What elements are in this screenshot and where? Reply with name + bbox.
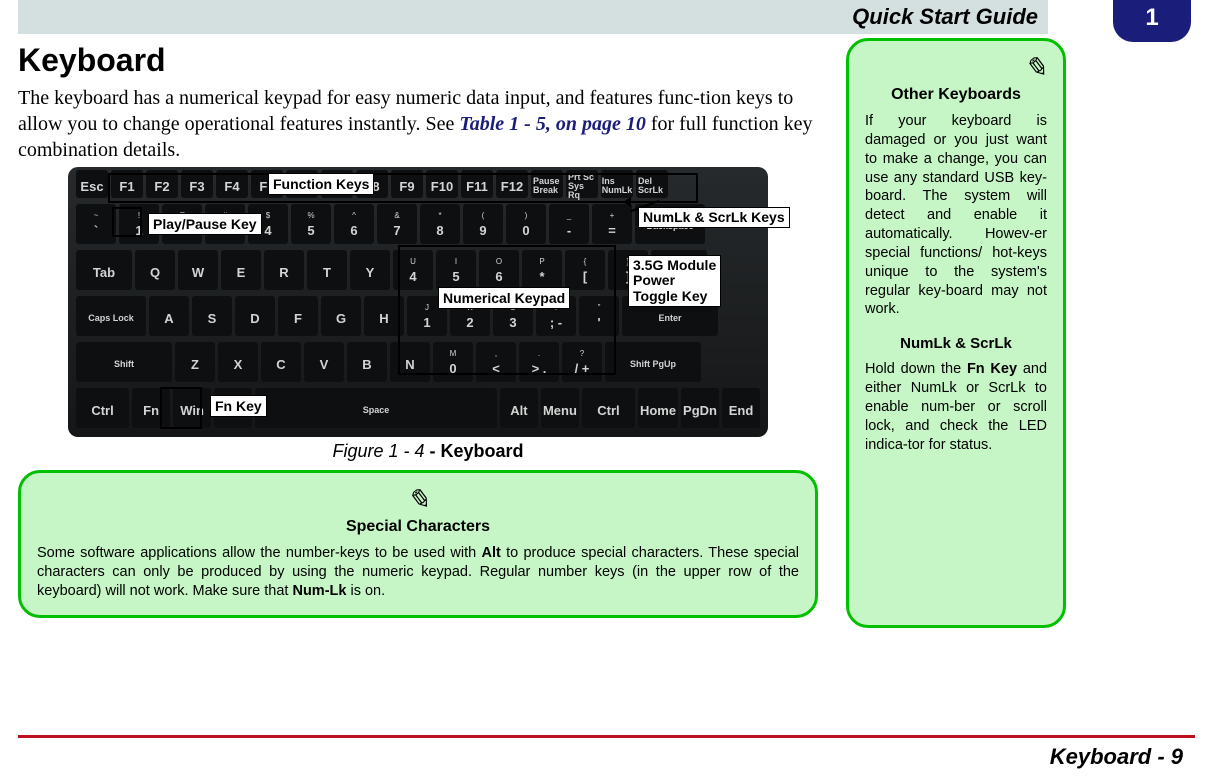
keyboard-key: Z	[175, 342, 215, 382]
keyboard-key: Space	[255, 388, 497, 428]
fn-key-label: Fn Key	[210, 395, 267, 417]
keyboard-key: E	[221, 250, 261, 290]
chapter-tab: 1	[1113, 0, 1191, 42]
keyboard-key: S	[192, 296, 232, 336]
keyboard-key: X	[218, 342, 258, 382]
footer-rule	[18, 735, 1195, 738]
keyboard-key: Tab	[76, 250, 132, 290]
sidebar-callout: ✎ Other Keyboards If your keyboard is da…	[846, 38, 1066, 628]
keyboard-key: &7	[377, 204, 417, 244]
keyboard-key: Home	[638, 388, 678, 428]
keyboard-figure: EscF1F2F3F4F5F6F7F8F9F10F11F12Pause Brea…	[68, 167, 768, 437]
function-keys-label: Function Keys	[268, 173, 374, 195]
numlk-scrlk-label: NumLk & ScrLk Keys	[638, 207, 790, 228]
keyboard-key: %5	[291, 204, 331, 244]
page-title: Keyboard	[18, 42, 838, 79]
figure-title: - Keyboard	[425, 441, 524, 461]
numerical-keypad-label: Numerical Keypad	[438, 287, 570, 309]
other-keyboards-title: Other Keyboards	[865, 86, 1047, 104]
keyboard-key: R	[264, 250, 304, 290]
figure-caption: Figure 1 - 4 - Keyboard	[18, 441, 838, 462]
keyboard-key: V	[304, 342, 344, 382]
pencil-icon: ✎	[37, 483, 799, 516]
keyboard-key: )0	[506, 204, 546, 244]
fn-key-box	[160, 387, 202, 429]
other-keyboards-body: If your keyboard is damaged or you just …	[865, 112, 1047, 319]
keyboard-key: Ctrl	[76, 388, 129, 428]
keyboard-key: _-	[549, 204, 589, 244]
keyboard-key: G	[321, 296, 361, 336]
keyboard-key: *8	[420, 204, 460, 244]
keyboard-key: Menu	[541, 388, 579, 428]
footer-text: Keyboard - 9	[1050, 744, 1183, 770]
keyboard-key: C	[261, 342, 301, 382]
keyboard-key: +=	[592, 204, 632, 244]
keyboard-key: Y	[350, 250, 390, 290]
keyboard-key: W	[178, 250, 218, 290]
numlk-scrlk-title: NumLk & ScrLk	[865, 335, 1047, 352]
play-pause-box	[112, 207, 142, 237]
keyboard-key: PgDn	[681, 388, 719, 428]
module-toggle-label: 3.5G ModulePowerToggle Key	[628, 255, 721, 307]
special-characters-body: Some software applications allow the num…	[37, 544, 799, 601]
keyboard-key: Alt	[500, 388, 538, 428]
numerical-keypad-box	[398, 245, 616, 375]
keyboard-key: Shift PgUp	[605, 342, 701, 382]
keyboard-key: Q	[135, 250, 175, 290]
pencil-icon: ✎	[865, 51, 1047, 84]
keyboard-key: Caps Lock	[76, 296, 146, 336]
keyboard-key: ^6	[334, 204, 374, 244]
table-reference-link[interactable]: Table 1 - 5, on page 10	[459, 113, 645, 135]
special-characters-callout: ✎ Special Characters Some software appli…	[18, 470, 818, 618]
function-keys-box	[108, 173, 698, 203]
keyboard-key: Esc	[76, 170, 108, 198]
intro-paragraph: The keyboard has a numerical keypad for …	[18, 85, 838, 163]
keyboard-key: Ctrl	[582, 388, 635, 428]
figure-number: Figure 1 - 4	[332, 441, 424, 461]
keyboard-key: D	[235, 296, 275, 336]
keyboard-key: A	[149, 296, 189, 336]
keyboard-key: ~`	[76, 204, 116, 244]
keyboard-key: (9	[463, 204, 503, 244]
keyboard-key: B	[347, 342, 387, 382]
keyboard-key: F	[278, 296, 318, 336]
special-characters-title: Special Characters	[37, 518, 799, 536]
keyboard-key: Shift	[76, 342, 172, 382]
keyboard-key: End	[722, 388, 760, 428]
play-pause-label: Play/Pause Key	[148, 213, 262, 235]
numlk-scrlk-body: Hold down the Fn Key and either NumLk or…	[865, 360, 1047, 454]
keyboard-key: T	[307, 250, 347, 290]
header-band: Quick Start Guide	[18, 0, 1048, 34]
